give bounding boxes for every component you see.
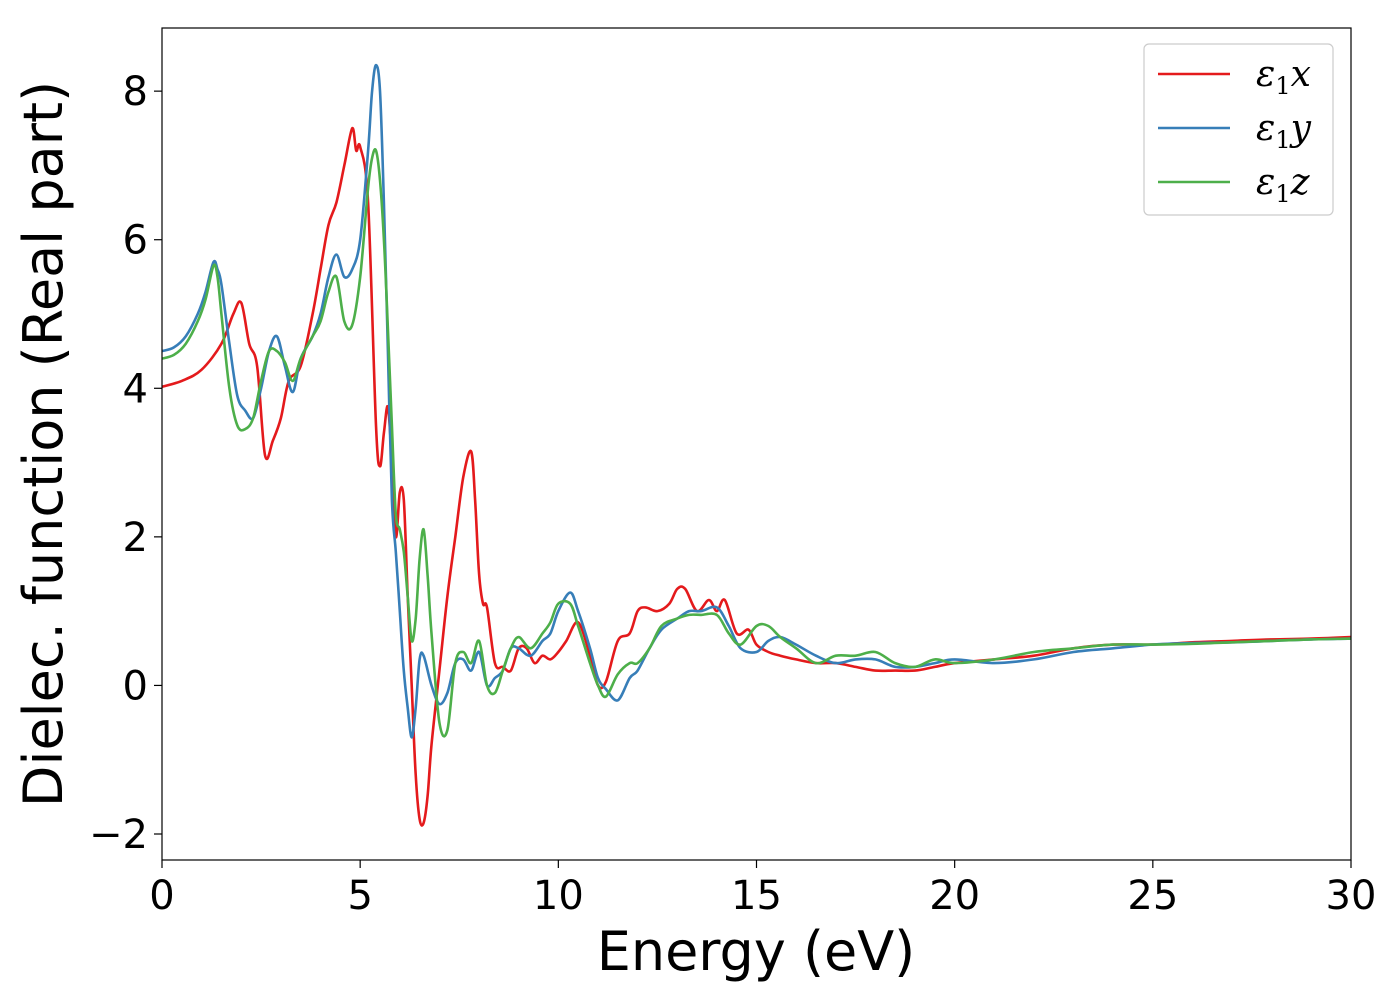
y-axis: −2 0 2 4 6 8 [89,69,162,858]
x-tick-label: 20 [929,873,980,919]
x-tick-label: 30 [1326,873,1377,919]
series-line-y [161,63,1352,739]
legend-label-y: ε1y [1256,108,1312,154]
series-line-z [161,148,1352,738]
y-axis-label: Dielec. function (Real part) [12,81,75,807]
y-tick-label: 4 [123,366,148,412]
legend-box [1143,43,1334,216]
x-tick-label: 0 [149,873,174,919]
series-layer [161,63,1352,827]
y-tick-label: 0 [123,663,148,709]
x-tick-label: 15 [731,873,782,919]
x-tick-label: 10 [533,873,584,919]
x-tick-label: 25 [1127,873,1178,919]
legend: ε1x ε1y ε1z [1143,43,1334,216]
y-tick-label: 6 [123,218,148,264]
x-axis-label: Energy (eV) [597,920,916,983]
y-tick-label: 2 [123,515,148,561]
x-axis: 0 5 10 15 20 25 30 [149,860,1376,919]
y-tick-label: 8 [123,69,148,115]
y-tick-label: −2 [89,812,148,858]
x-tick-label: 5 [347,873,372,919]
legend-label-z: ε1z [1256,162,1311,208]
legend-label-x: ε1x [1256,54,1311,100]
